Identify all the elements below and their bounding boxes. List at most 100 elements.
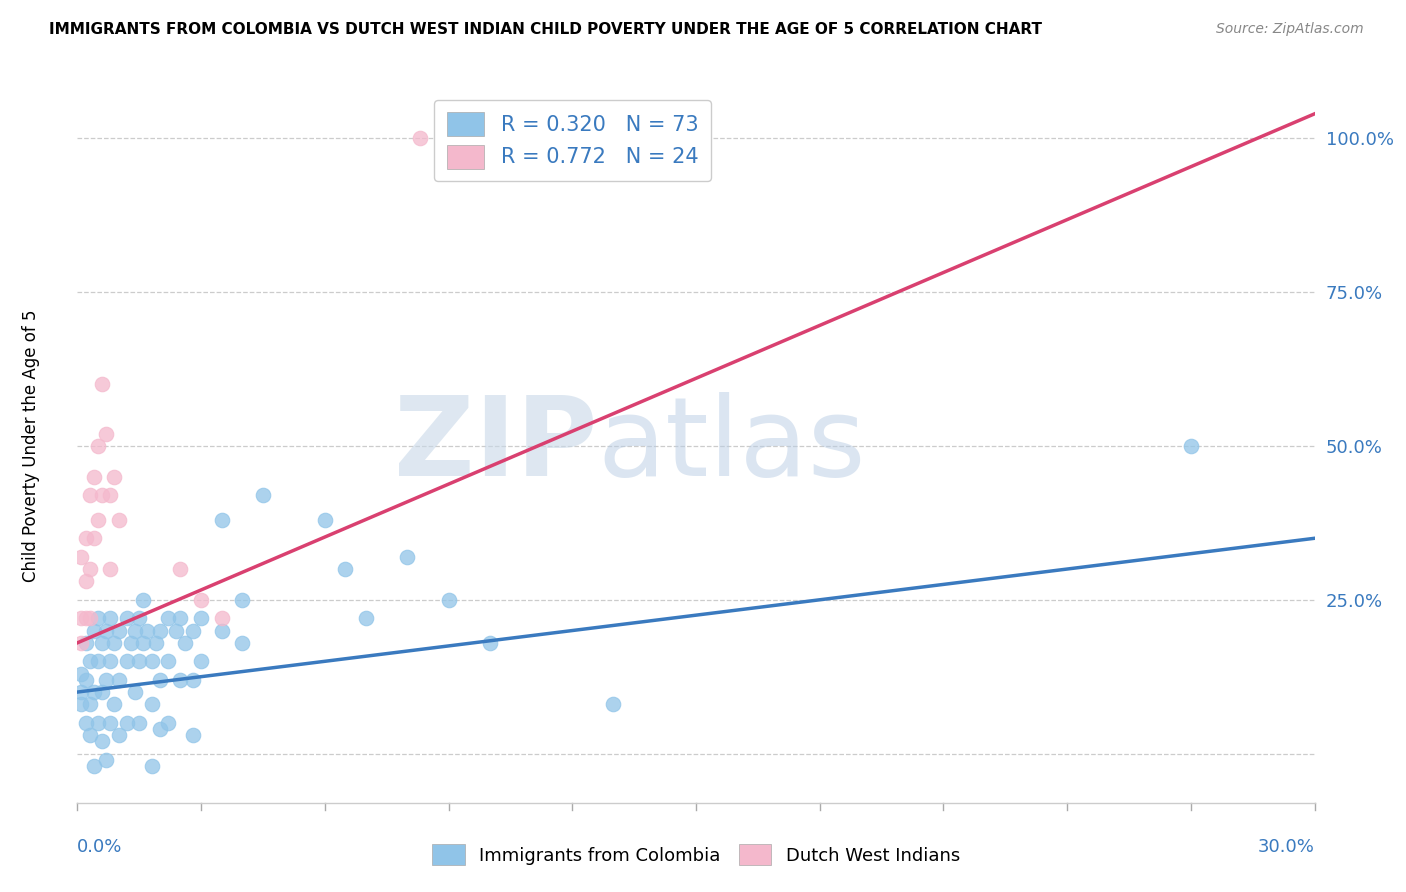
Point: [70, 685, 93, 699]
Point: [478, 636, 501, 650]
Point: [70, 549, 93, 564]
Point: [149, 722, 172, 736]
Point: [107, 673, 129, 687]
Point: [70, 698, 93, 712]
Point: [70, 666, 93, 681]
Point: [83, 624, 105, 638]
Point: [141, 654, 163, 668]
Point: [181, 673, 204, 687]
Point: [190, 592, 212, 607]
Point: [190, 654, 212, 668]
Point: [211, 611, 233, 625]
Point: [83, 469, 105, 483]
Point: [169, 562, 191, 576]
Point: [169, 673, 191, 687]
Point: [87, 513, 110, 527]
Point: [169, 611, 191, 625]
Point: [231, 636, 253, 650]
Point: [96, 426, 118, 441]
Point: [115, 654, 138, 668]
Point: [211, 624, 233, 638]
Legend: Immigrants from Colombia, Dutch West Indians: Immigrants from Colombia, Dutch West Ind…: [425, 837, 967, 872]
Point: [128, 654, 150, 668]
Point: [149, 673, 172, 687]
Point: [157, 611, 180, 625]
Point: [124, 685, 146, 699]
Point: [437, 592, 460, 607]
Point: [149, 624, 172, 638]
Point: [98, 488, 121, 502]
Point: [107, 624, 129, 638]
Text: Source: ZipAtlas.com: Source: ZipAtlas.com: [1216, 22, 1364, 37]
Point: [79, 488, 101, 502]
Point: [91, 734, 114, 748]
Point: [128, 611, 150, 625]
Point: [115, 611, 138, 625]
Point: [83, 531, 105, 545]
Point: [408, 131, 430, 145]
Point: [98, 715, 121, 730]
Point: [98, 562, 121, 576]
Point: [181, 624, 204, 638]
Point: [75, 636, 97, 650]
Text: atlas: atlas: [598, 392, 866, 500]
Text: ZIP: ZIP: [394, 392, 598, 500]
Point: [120, 636, 142, 650]
Point: [96, 753, 118, 767]
Point: [79, 611, 101, 625]
Point: [157, 654, 180, 668]
Point: [83, 759, 105, 773]
Point: [124, 624, 146, 638]
Point: [79, 698, 101, 712]
Point: [136, 624, 159, 638]
Point: [91, 488, 114, 502]
Point: [231, 592, 253, 607]
Point: [75, 531, 97, 545]
Point: [91, 636, 114, 650]
Point: [98, 654, 121, 668]
Point: [98, 611, 121, 625]
Point: [103, 469, 125, 483]
Point: [107, 728, 129, 742]
Point: [190, 611, 212, 625]
Point: [145, 636, 167, 650]
Text: IMMIGRANTS FROM COLOMBIA VS DUTCH WEST INDIAN CHILD POVERTY UNDER THE AGE OF 5 C: IMMIGRANTS FROM COLOMBIA VS DUTCH WEST I…: [49, 22, 1042, 37]
Point: [173, 636, 195, 650]
Point: [96, 673, 118, 687]
Point: [335, 562, 357, 576]
Point: [70, 611, 93, 625]
Point: [91, 377, 114, 392]
Point: [91, 685, 114, 699]
Point: [181, 728, 204, 742]
Point: [87, 654, 110, 668]
Text: 30.0%: 30.0%: [1258, 838, 1315, 856]
Point: [132, 592, 155, 607]
Point: [79, 728, 101, 742]
Point: [314, 513, 336, 527]
Point: [103, 698, 125, 712]
Point: [96, 624, 118, 638]
Point: [83, 685, 105, 699]
Point: [396, 549, 419, 564]
Point: [211, 513, 233, 527]
Point: [87, 715, 110, 730]
Point: [252, 488, 274, 502]
Text: 0.0%: 0.0%: [77, 838, 122, 856]
Point: [103, 636, 125, 650]
Point: [87, 611, 110, 625]
Point: [157, 715, 180, 730]
Point: [132, 636, 155, 650]
Point: [128, 715, 150, 730]
Point: [75, 715, 97, 730]
Point: [602, 698, 624, 712]
Point: [70, 636, 93, 650]
Text: Child Poverty Under the Age of 5: Child Poverty Under the Age of 5: [22, 310, 39, 582]
Point: [79, 654, 101, 668]
Point: [141, 698, 163, 712]
Point: [141, 759, 163, 773]
Point: [165, 624, 187, 638]
Point: [75, 673, 97, 687]
Point: [75, 611, 97, 625]
Point: [115, 715, 138, 730]
Point: [1180, 439, 1202, 453]
